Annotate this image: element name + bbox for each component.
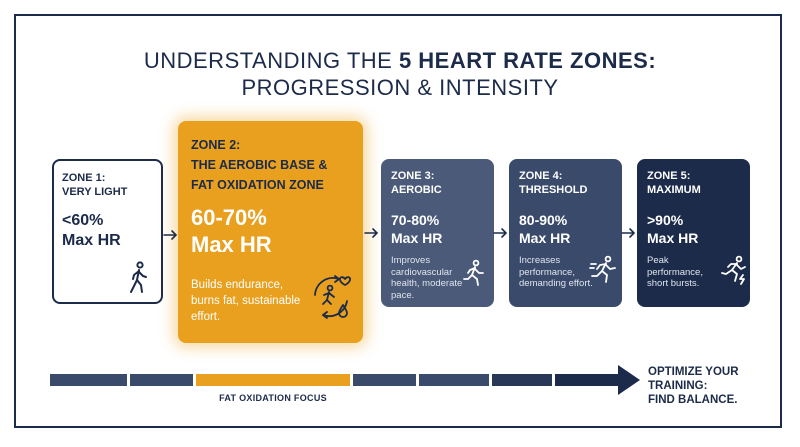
zone-4-card: ZONE 4: THRESHOLD 80-90% Max HR Increase… xyxy=(509,159,622,307)
arrow-zone-4-to-5 xyxy=(621,228,636,238)
zone-5-hr: >90% Max HR xyxy=(647,211,698,247)
title-emphasis: 5 HEART RATE ZONES: xyxy=(398,48,657,73)
zone-2-hr-range: 60-70% xyxy=(191,205,267,230)
progress-segment-1 xyxy=(50,374,127,386)
zone-1-number: ZONE 1: xyxy=(62,172,106,184)
title-line-1: UNDERSTANDING THE 5 HEART RATE ZONES: xyxy=(0,47,800,75)
zone-3-label: AEROBIC xyxy=(391,184,442,196)
progress-arrowhead-icon xyxy=(618,365,640,395)
cta-line-3: FIND BALANCE. xyxy=(648,394,738,406)
progress-segment-2 xyxy=(130,374,193,386)
zone-3-hr: 70-80% Max HR xyxy=(391,211,442,247)
zone-4-description: Increases performance, demanding effort. xyxy=(519,255,593,289)
zone-5-name: ZONE 5: MAXIMUM xyxy=(647,169,701,197)
zone-5-label: MAXIMUM xyxy=(647,184,701,196)
zone-4-hr-unit: Max HR xyxy=(519,230,571,246)
zone-2-hr-unit: Max HR xyxy=(191,232,272,257)
zone-4-hr: 80-90% Max HR xyxy=(519,211,570,247)
zone-3-description: Improves cardiovascular health, moderate… xyxy=(391,255,463,301)
zone-5-description: Peak performance, short bursts. xyxy=(647,255,703,289)
zone-2-label-line-2: FAT OXIDATION ZONE xyxy=(191,178,324,192)
zone-5-hr-unit: Max HR xyxy=(647,230,699,246)
zone-3-name: ZONE 3: AEROBIC xyxy=(391,169,442,197)
zone-4-label: THRESHOLD xyxy=(519,184,588,196)
fat-burn-runner-icon xyxy=(314,275,352,319)
zone-5-number: ZONE 5: xyxy=(647,170,691,182)
zone-2-description: Builds endurance, burns fat, sustainable… xyxy=(191,279,301,323)
running-person-icon xyxy=(589,255,616,283)
jogging-person-icon xyxy=(463,259,484,286)
cta-line-1: OPTIMIZE YOUR xyxy=(648,366,739,378)
progress-segment-7 xyxy=(555,374,619,386)
zone-4-name: ZONE 4: THRESHOLD xyxy=(519,169,587,197)
zone-5-hr-range: >90% xyxy=(647,212,684,228)
fat-oxidation-focus-label: FAT OXIDATION FOCUS xyxy=(219,393,327,403)
zone-1-hr-unit: Max HR xyxy=(62,232,121,249)
progress-segment-4 xyxy=(353,374,416,386)
zone-4-hr-range: 80-90% xyxy=(519,212,568,228)
zone-2-number: ZONE 2: xyxy=(191,138,241,152)
call-to-action: OPTIMIZE YOUR TRAINING: FIND BALANCE. xyxy=(648,365,739,407)
title-line-2: PROGRESSION & INTENSITY xyxy=(241,75,559,100)
title-prefix: UNDERSTANDING THE xyxy=(143,48,399,73)
zone-1-hr-range: <60% xyxy=(62,212,104,229)
zone-1-label: VERY LIGHT xyxy=(62,186,128,198)
progress-segment-highlight xyxy=(196,374,350,386)
zone-1-hr: <60% Max HR xyxy=(62,211,121,251)
zone-1-card: ZONE 1: VERY LIGHT <60% Max HR xyxy=(52,159,163,304)
walking-person-icon xyxy=(130,261,147,293)
zone-3-card: ZONE 3: AEROBIC 70-80% Max HR Improves c… xyxy=(381,159,494,307)
sprinting-person-icon xyxy=(721,255,746,285)
progress-segment-6 xyxy=(492,374,552,386)
cta-line-2: TRAINING: xyxy=(648,380,708,392)
zone-3-hr-range: 70-80% xyxy=(391,212,440,228)
arrow-zone-2-to-3 xyxy=(364,228,379,238)
zone-3-number: ZONE 3: xyxy=(391,170,435,182)
arrow-zone-1-to-2 xyxy=(163,230,178,240)
zone-1-name: ZONE 1: VERY LIGHT xyxy=(62,171,127,199)
progress-segment-5 xyxy=(419,374,489,386)
arrow-zone-3-to-4 xyxy=(493,228,508,238)
zone-2-card: ZONE 2: THE AEROBIC BASE & FAT OXIDATION… xyxy=(178,121,363,343)
zone-3-hr-unit: Max HR xyxy=(391,230,443,246)
zone-2-hr: 60-70% Max HR xyxy=(191,204,272,258)
zone-2-name: ZONE 2: THE AEROBIC BASE & FAT OXIDATION… xyxy=(191,135,361,195)
zone-2-label-line-1: THE AEROBIC BASE & xyxy=(191,158,328,172)
zone-5-card: ZONE 5: MAXIMUM >90% Max HR Peak perform… xyxy=(637,159,750,307)
zone-4-number: ZONE 4: xyxy=(519,170,563,182)
